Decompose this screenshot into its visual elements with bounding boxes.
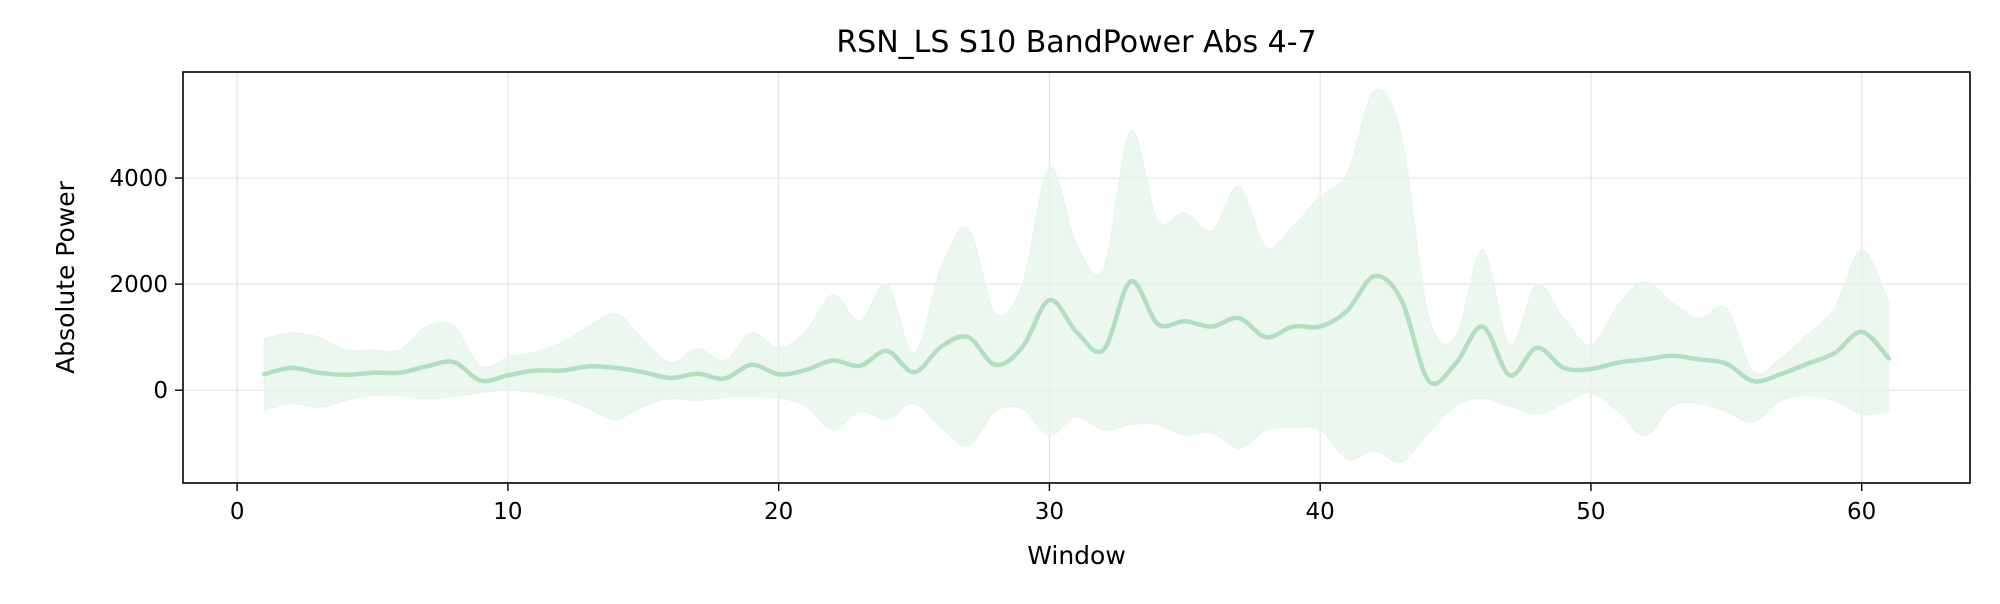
series-0-point-50 — [1616, 361, 1620, 365]
series-0-point-56 — [1778, 372, 1782, 376]
series-0-point-39 — [1318, 325, 1322, 329]
series-0-point-8 — [479, 379, 483, 383]
series-0-point-26 — [966, 335, 970, 339]
series-0-point-47 — [1535, 346, 1539, 350]
series-0-point-11 — [560, 369, 564, 373]
series-0-point-0 — [262, 372, 266, 376]
series-0-point-29 — [1047, 298, 1051, 302]
series-0-point-40 — [1345, 309, 1349, 313]
series-0-point-44 — [1454, 362, 1458, 366]
series-0-point-17 — [723, 377, 727, 381]
mean-line-layer — [261, 273, 1892, 386]
series-0-point-57 — [1806, 362, 1810, 366]
y-tick-label-0: 0 — [153, 378, 168, 404]
series-0-point-16 — [695, 372, 699, 376]
series-0-point-25 — [939, 345, 943, 349]
series-0-point-54 — [1724, 362, 1728, 366]
series-0-point-9 — [506, 373, 510, 377]
x-tick-label-2: 20 — [764, 499, 793, 525]
series-0-point-24 — [912, 370, 916, 374]
series-0-point-51 — [1643, 357, 1647, 361]
series-0-point-32 — [1129, 279, 1133, 283]
series-0-point-2 — [316, 371, 320, 375]
series-0-point-19 — [777, 372, 781, 376]
series-0-point-35 — [1210, 325, 1214, 329]
y-tick-label-1: 2000 — [109, 272, 168, 298]
series-0-point-53 — [1697, 357, 1701, 361]
series-0-point-38 — [1291, 325, 1295, 329]
series-0-point-4 — [371, 371, 375, 375]
plot-frame — [182, 71, 1971, 484]
series-0-point-46 — [1508, 373, 1512, 377]
y-axis-label: Absolute Power — [51, 180, 80, 374]
series-0-point-59 — [1860, 330, 1864, 334]
series-0-point-5 — [398, 371, 402, 375]
series-0-point-31 — [1102, 348, 1106, 352]
x-tick-label-4: 40 — [1306, 499, 1335, 525]
y-tick-label-2: 4000 — [109, 166, 168, 192]
series-0-point-20 — [804, 368, 808, 372]
series-0-line — [261, 273, 1892, 386]
series-0-point-7 — [452, 360, 456, 364]
series-0-point-14 — [641, 370, 645, 374]
series-0-point-55 — [1751, 379, 1755, 383]
series-0-point-37 — [1264, 335, 1268, 339]
series-0-band — [263, 88, 1890, 463]
x-tick-label-3: 30 — [1035, 499, 1064, 525]
series-0-point-41 — [1372, 274, 1376, 278]
series-0-point-21 — [831, 358, 835, 362]
series-0-point-6 — [425, 364, 429, 368]
x-tick-label-6: 60 — [1847, 499, 1876, 525]
series-0-point-15 — [668, 376, 672, 380]
series-0-point-49 — [1589, 367, 1593, 371]
series-0-point-58 — [1833, 351, 1837, 355]
series-0-point-60 — [1887, 356, 1891, 360]
series-0-point-42 — [1399, 298, 1403, 302]
chart-title: RSN_LS S10 BandPower Abs 4-7 — [836, 25, 1316, 60]
series-0-point-33 — [1156, 322, 1160, 326]
series-0-point-28 — [1020, 345, 1024, 349]
series-0-point-45 — [1481, 325, 1485, 329]
series-0-point-34 — [1183, 319, 1187, 323]
series-0-point-10 — [533, 369, 537, 373]
series-0-point-18 — [750, 363, 754, 367]
series-0-point-12 — [587, 364, 591, 368]
x-tick-label-5: 50 — [1576, 499, 1605, 525]
series-0-point-52 — [1670, 354, 1674, 358]
ticks: 0 10 20 30 40 50 60 0 2000 4000 — [109, 166, 1876, 525]
series-0-point-36 — [1237, 316, 1241, 320]
series-0-point-23 — [885, 349, 889, 353]
x-axis-label: Window — [1027, 541, 1126, 570]
series-0-point-48 — [1562, 366, 1566, 370]
series-0-point-22 — [858, 364, 862, 368]
confidence-band-layer — [263, 88, 1890, 463]
series-0-point-27 — [993, 363, 997, 367]
series-0-point-13 — [614, 366, 618, 370]
x-tick-label-0: 0 — [230, 499, 245, 525]
series-0-point-30 — [1075, 330, 1079, 334]
series-0-point-43 — [1426, 379, 1430, 383]
series-0-point-1 — [289, 366, 293, 370]
x-tick-label-1: 10 — [493, 499, 522, 525]
series-0-point-3 — [343, 373, 347, 377]
